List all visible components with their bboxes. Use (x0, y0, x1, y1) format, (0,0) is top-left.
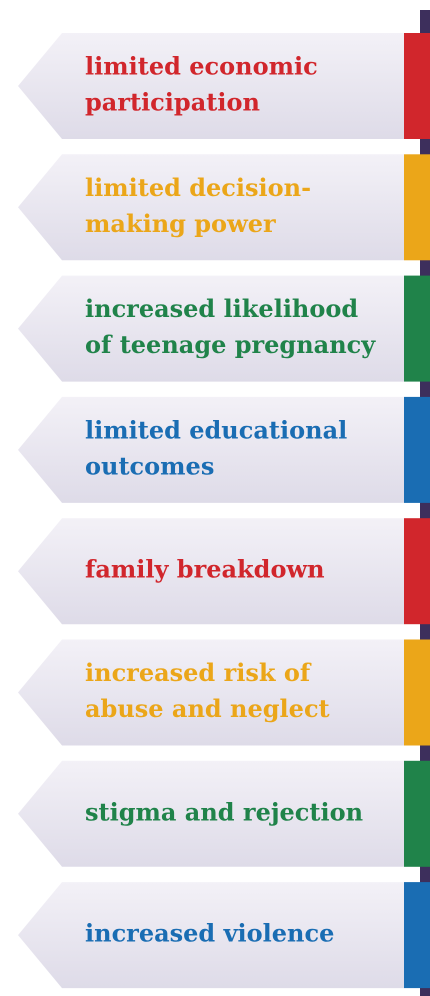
banner-text: increased risk of (85, 658, 312, 687)
banner-text: limited educational (85, 415, 347, 444)
color-tab (404, 275, 430, 382)
banner-text: family breakdown (85, 555, 325, 584)
banner-text: stigma and rejection (85, 797, 363, 826)
spine-line (420, 10, 430, 996)
banner (18, 275, 404, 382)
banner-text: participation (85, 88, 260, 117)
banner-text: limited economic (85, 52, 318, 81)
banner (18, 639, 404, 746)
banner-text: increased likelihood (85, 294, 358, 323)
color-tab (404, 396, 430, 503)
color-tab (404, 154, 430, 261)
banner-text: limited decision- (85, 173, 311, 202)
color-tab (404, 518, 430, 625)
banner-text: making power (85, 209, 276, 238)
color-tab (404, 882, 430, 989)
color-tab (404, 33, 430, 139)
banner (18, 882, 404, 989)
color-tab (404, 639, 430, 746)
banner (18, 154, 404, 261)
banner-text: abuse and neglect (85, 694, 330, 723)
banner (18, 760, 404, 867)
color-tab (404, 760, 430, 867)
banner (18, 518, 404, 625)
banner-text: outcomes (85, 451, 214, 480)
banner-text: of teenage pregnancy (85, 330, 376, 359)
banner (18, 33, 404, 139)
banner (18, 396, 404, 503)
banner-text: increased violence (85, 919, 334, 948)
